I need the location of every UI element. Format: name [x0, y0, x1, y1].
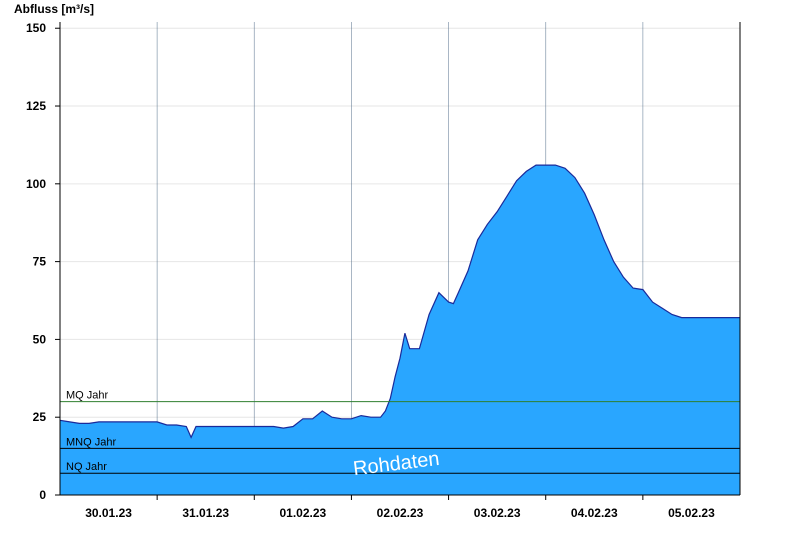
y-tick-label: 75 — [33, 255, 47, 269]
y-tick-label: 50 — [33, 332, 47, 346]
y-axis-title: Abfluss [m³/s] — [14, 2, 94, 16]
reference-line-label: MNQ Jahr — [66, 436, 116, 448]
discharge-line — [59, 164, 740, 439]
x-tick-label: 04.02.23 — [571, 506, 618, 520]
x-tick-label: 03.02.23 — [474, 506, 521, 520]
y-tick-label: 125 — [26, 99, 46, 113]
x-tick-label: 05.02.23 — [668, 506, 715, 520]
x-tick-label: 31.01.23 — [182, 506, 229, 520]
x-tick-label: 01.02.23 — [279, 506, 326, 520]
area-layer — [59, 164, 740, 495]
ticks-layer: 0 25 50 75 100 125 150 30.01.23 31.01.23 01.02.23… — [26, 21, 715, 520]
discharge-area — [60, 165, 740, 495]
x-tick-label: 02.02.23 — [377, 506, 424, 520]
y-tick-label: 0 — [39, 488, 46, 502]
reference-lines-layer: MQ Jahr MNQ Jahr NQ Jahr — [60, 390, 740, 474]
y-tick-label: 150 — [26, 21, 46, 35]
y-tick-label: 100 — [26, 177, 46, 191]
y-tick-label: 25 — [33, 410, 47, 424]
reference-line-label: MQ Jahr — [66, 390, 109, 402]
reference-line-label: NQ Jahr — [66, 461, 107, 473]
x-tick-label: 30.01.23 — [85, 506, 132, 520]
axes-layer — [59, 22, 741, 496]
